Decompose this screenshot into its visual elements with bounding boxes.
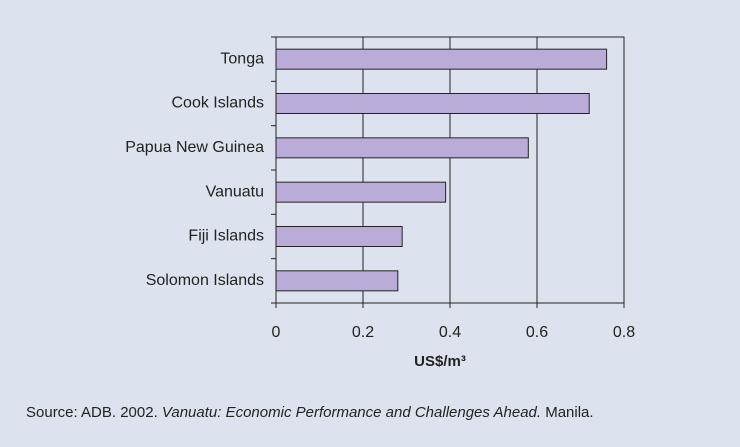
- y-tick-label: Fiji Islands: [188, 228, 264, 245]
- x-tick-label: 0: [272, 324, 281, 341]
- bar: [275, 270, 399, 292]
- bar: [275, 181, 447, 203]
- x-axis-label: US$/m³: [414, 353, 466, 370]
- bar: [275, 226, 403, 247]
- y-tick-label: Papua New Guinea: [125, 139, 264, 156]
- source-title: Vanuatu: Economic Performance and Challe…: [162, 404, 541, 421]
- y-tick-label: Cook Islands: [172, 95, 265, 112]
- x-tick-label: 0.4: [439, 324, 461, 341]
- source-note: Source: ADB. 2002. Vanuatu: Economic Per…: [26, 404, 594, 421]
- x-tick-label: 0.6: [526, 324, 548, 341]
- x-tick-label: 0.2: [352, 324, 374, 341]
- bar: [275, 48, 608, 70]
- x-tick-label: 0.8: [613, 324, 635, 341]
- source-suffix: Manila.: [541, 404, 594, 421]
- y-tick-label: Tonga: [220, 50, 264, 67]
- bar: [275, 137, 529, 159]
- y-tick-label: Solomon Islands: [146, 272, 264, 289]
- y-tick-label: Vanuatu: [206, 183, 264, 200]
- bar: [275, 93, 590, 114]
- source-prefix: Source: ADB. 2002.: [26, 404, 162, 421]
